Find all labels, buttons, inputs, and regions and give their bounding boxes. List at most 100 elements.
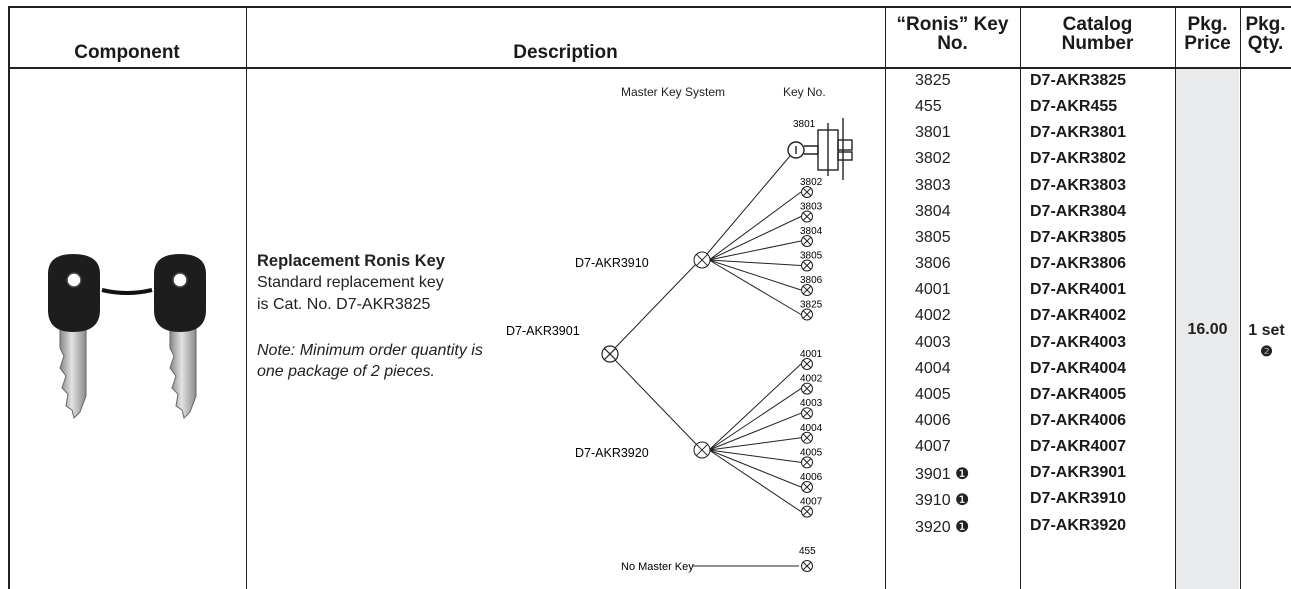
ronis-key-no: 3802	[915, 150, 951, 168]
group-a-key-node	[801, 259, 813, 272]
catalog-number: D7-AKR3920	[1030, 516, 1127, 534]
header-catalog-number: Catalog Number	[1061, 14, 1134, 54]
description-line-2: is Cat. No. D7-AKR3825	[257, 296, 431, 313]
ronis-key-no: 4003	[915, 333, 951, 351]
catalog-number: D7-AKR4006	[1030, 411, 1127, 429]
group-b-key-label: 4002	[800, 374, 823, 385]
pkg-qty-note: ❷	[1260, 343, 1273, 359]
ronis-key-no: 3901 ❶	[915, 466, 970, 484]
group-a-key-label: 3804	[800, 226, 823, 237]
header-pkg-price: Pkg. Price	[1184, 14, 1231, 54]
master-a-label: D7-AKR3910	[575, 256, 649, 270]
catalog-number: D7-AKR4005	[1030, 385, 1127, 403]
grand-master-label: D7-AKR3901	[506, 324, 580, 338]
no-master-key-node	[801, 560, 813, 572]
ronis-key-no: 455	[915, 98, 942, 116]
description-note: Note: Minimum order quantity is one pack…	[257, 342, 483, 380]
catalog-number: D7-AKR4007	[1030, 438, 1127, 456]
catalog-number: D7-AKR3901	[1030, 464, 1127, 482]
pkg-price: 16.00	[1187, 321, 1228, 338]
pkg-qty-value: 1 set	[1248, 322, 1285, 339]
catalog-number: D7-AKR3805	[1030, 228, 1127, 246]
catalog-number: D7-AKR455	[1030, 98, 1118, 116]
group-b-key-node	[801, 358, 813, 370]
col-divider-3	[1020, 6, 1021, 589]
ronis-key-no: 4001	[915, 281, 951, 299]
catalog-number: D7-AKR3806	[1030, 255, 1127, 273]
master-key-diagram: Master Key System Key No. 3801 D7-AKR390…	[506, 85, 853, 573]
catalog-number: D7-AKR4004	[1030, 359, 1127, 377]
catalog-number: D7-AKR3910	[1030, 490, 1127, 508]
ronis-key-no: 3801	[915, 124, 951, 142]
group-a-key-node	[801, 210, 813, 223]
pkg-qty: 1 set ❷	[1242, 321, 1291, 361]
catalog-number: D7-AKR3803	[1030, 176, 1127, 194]
group-a-key-node	[801, 308, 813, 321]
price-column-shade	[1176, 68, 1239, 589]
catalog-number: D7-AKR3825	[1030, 72, 1127, 89]
group-a-key-label: 3802	[800, 177, 823, 188]
col-divider-4	[1175, 6, 1176, 589]
header-divider	[8, 67, 1291, 69]
no-master-label: No Master Key	[621, 561, 694, 573]
ronis-key-no: 3825	[915, 72, 951, 89]
ronis-key-no: 3920 ❶	[915, 518, 970, 536]
header-description: Description	[513, 42, 618, 63]
col-divider-1	[246, 6, 247, 589]
product-table: Component Description “Ronis” Key No. Cat…	[8, 6, 1291, 589]
diagram-header-keyno: Key No.	[783, 85, 826, 99]
group-b-key-label: 4005	[800, 447, 823, 458]
catalog-number: D7-AKR3802	[1030, 150, 1127, 168]
group-a-key-label: 3825	[800, 300, 823, 311]
col-divider-5	[1240, 6, 1241, 589]
ronis-key-no: 3805	[915, 228, 951, 246]
catalog-number: D7-AKR4001	[1030, 281, 1127, 299]
description-line-1: Standard replacement key	[257, 274, 444, 291]
lock-key-label: 3801	[793, 119, 816, 130]
group-b-key-node	[801, 505, 813, 518]
group-b-key-label: 4007	[800, 497, 823, 508]
col-divider-2	[885, 6, 886, 589]
ronis-key-no: 4002	[915, 307, 951, 325]
group-b-key-node	[801, 407, 813, 420]
group-a-key-label: 3805	[800, 251, 823, 262]
ronis-key-no: 3806	[915, 255, 951, 273]
catalog-number: D7-AKR3804	[1030, 202, 1127, 220]
ronis-key-no: 3910 ❶	[915, 492, 970, 510]
group-a-key-node	[801, 186, 813, 198]
diagram-header-system: Master Key System	[621, 85, 725, 99]
header-ronis-key: “Ronis” Key No.	[896, 14, 1009, 54]
no-master-key-label: 455	[799, 546, 816, 557]
group-b-key-node	[801, 456, 813, 469]
group-b-key-label: 4001	[800, 349, 823, 360]
ronis-key-no: 4006	[915, 411, 951, 429]
group-a-key-node	[801, 284, 813, 296]
ronis-key-no: 3803	[915, 176, 951, 194]
group-b-key-label: 4004	[800, 423, 823, 434]
group-a-key-label: 3803	[800, 202, 823, 213]
replacement-keys-icon	[48, 254, 206, 419]
catalog-number: D7-AKR4002	[1030, 307, 1127, 325]
catalog-number: D7-AKR3801	[1030, 124, 1127, 142]
header-pkg-qty: Pkg. Qty.	[1245, 14, 1286, 54]
header-component: Component	[74, 42, 180, 63]
key-lock-icon	[787, 118, 853, 180]
master-b-node	[693, 441, 711, 459]
master-a-node	[693, 251, 711, 269]
group-b-key-label: 4003	[800, 398, 823, 409]
group-b-key-node	[801, 481, 813, 493]
table-left-border	[8, 6, 10, 589]
ronis-key-no: 3804	[915, 202, 951, 220]
group-a-key-label: 3806	[800, 275, 823, 286]
master-b-label: D7-AKR3920	[575, 446, 649, 460]
group-a-key-node	[801, 235, 813, 247]
catalog-number: D7-AKR4003	[1030, 333, 1127, 351]
grand-master-node	[601, 345, 619, 363]
ronis-key-no: 4007	[915, 438, 951, 456]
description-title: Replacement Ronis Key	[257, 252, 445, 270]
ronis-key-no: 4004	[915, 359, 951, 377]
group-b-key-node	[801, 431, 813, 444]
ronis-key-no: 4005	[915, 385, 951, 403]
group-b-key-node	[801, 382, 813, 395]
group-b-key-label: 4006	[800, 472, 823, 483]
